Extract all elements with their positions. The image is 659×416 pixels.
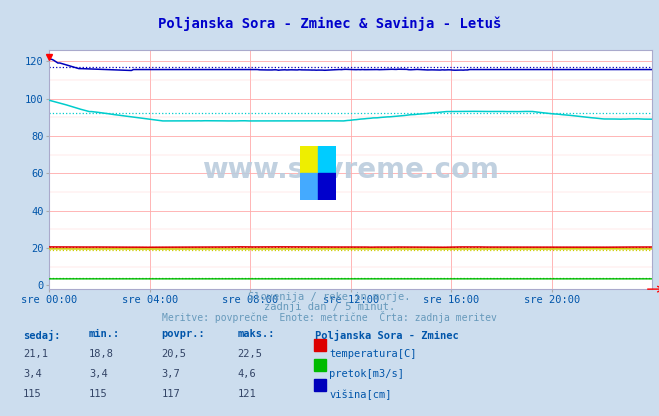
Bar — [318, 173, 336, 200]
Text: 3,4: 3,4 — [23, 369, 42, 379]
Text: pretok[m3/s]: pretok[m3/s] — [330, 369, 405, 379]
Text: sedaj:: sedaj: — [23, 329, 61, 341]
Text: Poljanska Sora - Zminec & Savinja - Letuš: Poljanska Sora - Zminec & Savinja - Letu… — [158, 17, 501, 31]
Text: Meritve: povprečne  Enote: metrične  Črta: zadnja meritev: Meritve: povprečne Enote: metrične Črta:… — [162, 311, 497, 322]
Text: 4,6: 4,6 — [237, 369, 256, 379]
Text: 121: 121 — [237, 389, 256, 399]
Text: 115: 115 — [23, 389, 42, 399]
Bar — [300, 146, 318, 173]
Bar — [300, 173, 318, 200]
Text: 3,4: 3,4 — [89, 369, 107, 379]
Text: 20,5: 20,5 — [161, 349, 186, 359]
Text: temperatura[C]: temperatura[C] — [330, 349, 417, 359]
Bar — [318, 146, 336, 173]
Text: povpr.:: povpr.: — [161, 329, 205, 339]
Text: 18,8: 18,8 — [89, 349, 114, 359]
Text: 22,5: 22,5 — [237, 349, 262, 359]
Text: Poljanska Sora - Zminec: Poljanska Sora - Zminec — [315, 329, 459, 341]
Text: maks.:: maks.: — [237, 329, 275, 339]
Text: 117: 117 — [161, 389, 180, 399]
Text: min.:: min.: — [89, 329, 120, 339]
Text: www.si-vreme.com: www.si-vreme.com — [202, 156, 500, 183]
Text: 115: 115 — [89, 389, 107, 399]
Text: višina[cm]: višina[cm] — [330, 389, 392, 400]
Text: Slovenija / reke in morje.: Slovenija / reke in morje. — [248, 292, 411, 302]
Text: zadnji dan / 5 minut.: zadnji dan / 5 minut. — [264, 302, 395, 312]
Text: 3,7: 3,7 — [161, 369, 180, 379]
Text: 21,1: 21,1 — [23, 349, 48, 359]
